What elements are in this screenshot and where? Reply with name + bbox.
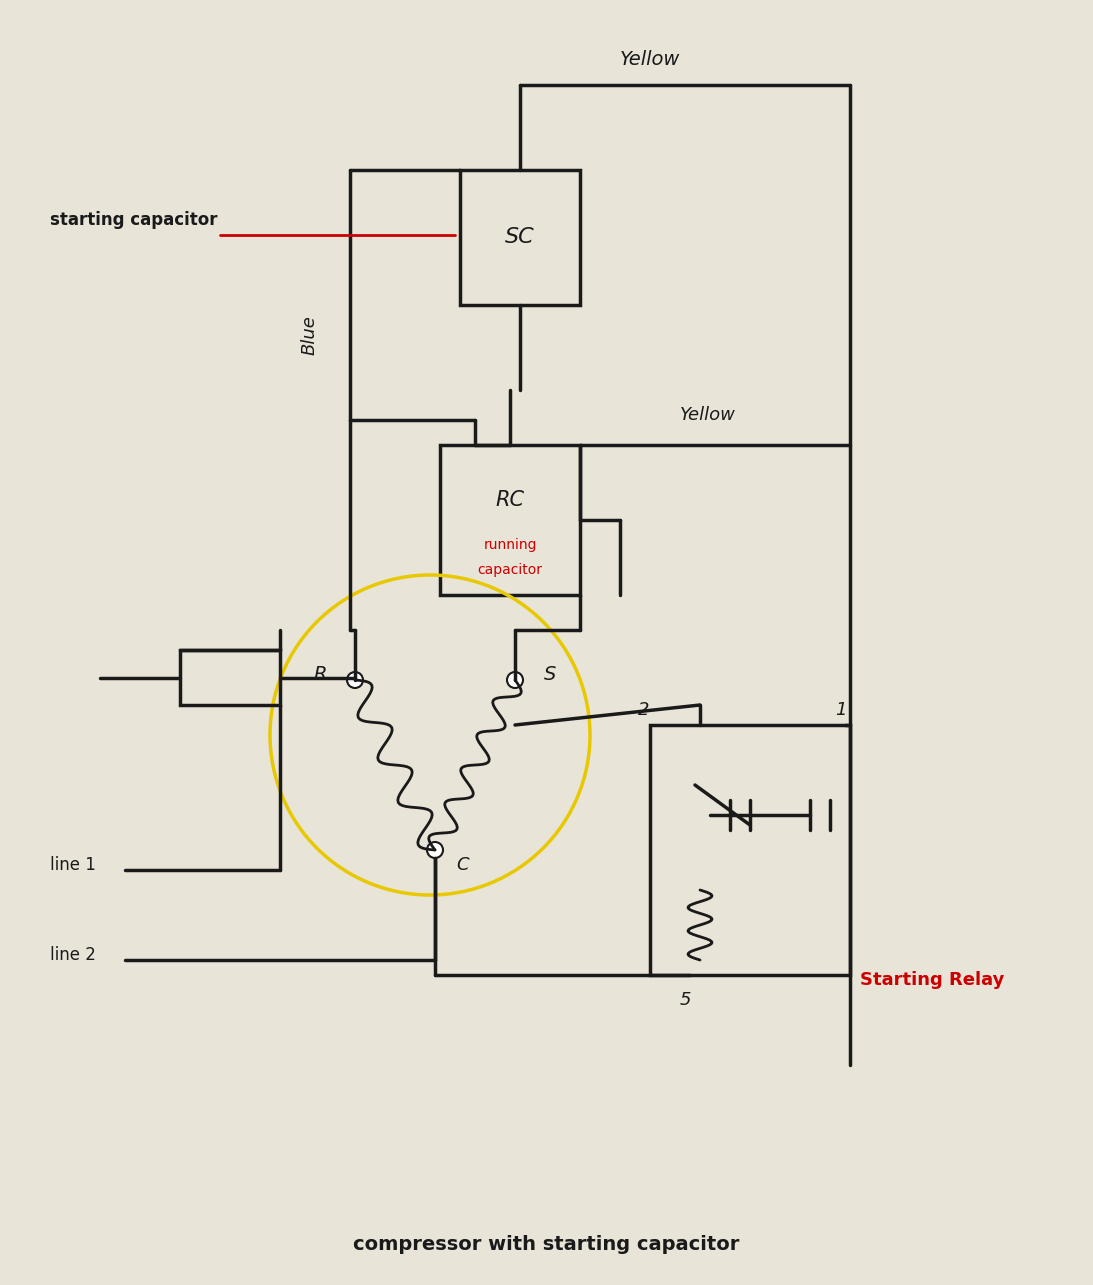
- Text: compressor with starting capacitor: compressor with starting capacitor: [353, 1235, 739, 1254]
- Circle shape: [427, 842, 443, 858]
- Text: C: C: [457, 856, 469, 874]
- Bar: [180, 650, 280, 705]
- Text: Yellow: Yellow: [620, 50, 680, 69]
- Text: starting capacitor: starting capacitor: [50, 211, 218, 229]
- Bar: [650, 725, 850, 975]
- Text: Starting Relay: Starting Relay: [860, 971, 1004, 989]
- Text: 2: 2: [638, 702, 649, 720]
- Text: Yellow: Yellow: [680, 406, 736, 424]
- Text: 1: 1: [835, 702, 846, 720]
- Text: S: S: [544, 666, 556, 685]
- Circle shape: [346, 672, 363, 687]
- Text: RC: RC: [495, 490, 525, 510]
- Text: SC: SC: [505, 227, 534, 248]
- Text: line 1: line 1: [50, 856, 96, 874]
- Circle shape: [507, 672, 522, 687]
- Text: capacitor: capacitor: [478, 563, 542, 577]
- Text: line 2: line 2: [50, 946, 96, 964]
- Bar: [440, 445, 580, 595]
- Text: Blue: Blue: [301, 315, 319, 355]
- Bar: [460, 170, 580, 305]
- Text: R: R: [314, 666, 327, 685]
- Text: 5: 5: [680, 991, 692, 1009]
- Text: running: running: [483, 538, 537, 553]
